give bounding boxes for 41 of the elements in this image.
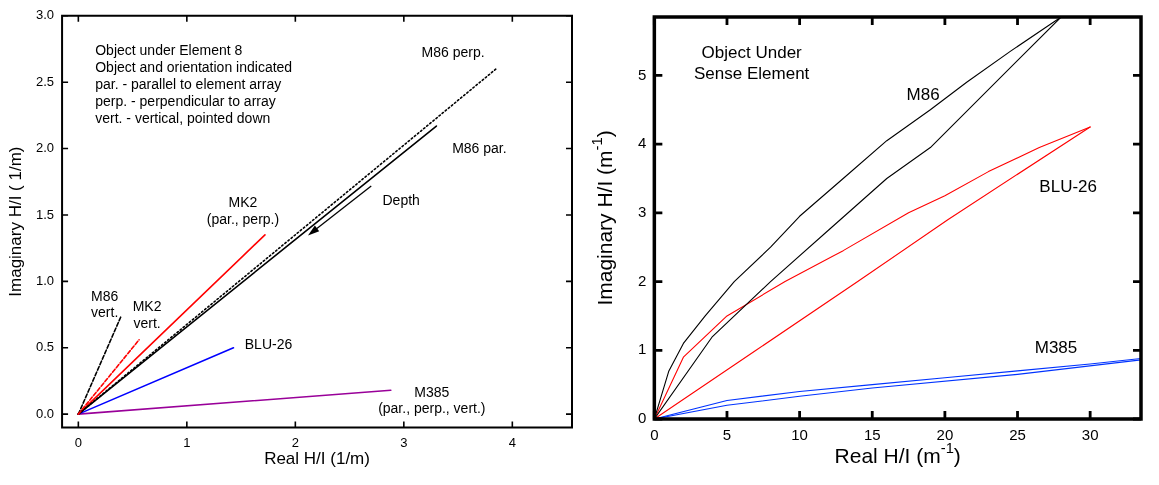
x-tick-label: 20 bbox=[936, 426, 954, 444]
y-tick-label: 2 bbox=[638, 271, 647, 289]
y-tick-label: 0.0 bbox=[35, 405, 55, 421]
y-tick-label: 1.5 bbox=[35, 206, 55, 222]
x-tick-label: 25 bbox=[1009, 426, 1026, 444]
y-tick-label: 3.0 bbox=[35, 7, 55, 23]
y-tick-label: 3 bbox=[638, 202, 647, 220]
x-tick-label: 0 bbox=[74, 434, 82, 450]
x-tick-label: 1 bbox=[183, 434, 191, 450]
x-axis-title: Real H/I (1/m) bbox=[264, 449, 370, 469]
annotation: Object Under Sense Element bbox=[694, 43, 810, 83]
y-tick-label: 0.5 bbox=[35, 339, 55, 355]
x-tick-label: 30 bbox=[1081, 426, 1099, 444]
y-tick-label: 5 bbox=[638, 65, 647, 83]
x-tick-label: 2 bbox=[291, 434, 299, 450]
annotation: Object under Element 8 Object and orientation indicated par. - parallel to element array perp. - perpendicular to array vert. - vertical, pointed down bbox=[95, 42, 293, 126]
series-label: BLU-26 bbox=[1039, 176, 1097, 196]
y-tick-label: 1 bbox=[638, 340, 647, 358]
series-label: M86 par. bbox=[452, 139, 507, 156]
series-label: MK2 (par., perp.) bbox=[206, 194, 280, 228]
y-axis-title: Imaginary H/I ( 1/m) bbox=[5, 146, 25, 297]
y-tick-label: 2.5 bbox=[35, 73, 55, 89]
series-label: M385 (par., perp., vert.) bbox=[378, 383, 486, 417]
x-tick-label: 4 bbox=[508, 434, 516, 450]
y-axis-title: Imaginary H/I (m-1) bbox=[588, 130, 616, 306]
x-tick-label: 0 bbox=[650, 426, 659, 444]
annotation: Depth bbox=[382, 191, 420, 208]
series-label: BLU-26 bbox=[244, 335, 293, 352]
y-tick-label: 0 bbox=[638, 409, 647, 427]
series-label: M86 bbox=[906, 84, 940, 104]
y-tick-label: 2.0 bbox=[35, 140, 55, 156]
x-tick-label: 3 bbox=[400, 434, 408, 450]
series-label: M385 bbox=[1034, 338, 1078, 358]
x-tick-label: 15 bbox=[863, 426, 881, 444]
y-tick-label: 4 bbox=[638, 134, 647, 152]
x-tick-label: 10 bbox=[791, 426, 808, 444]
series-label: M86 perp. bbox=[421, 43, 485, 60]
series-label: M86 vert. bbox=[91, 287, 119, 321]
y-tick-label: 1.0 bbox=[35, 272, 55, 288]
x-tick-label: 5 bbox=[722, 426, 732, 444]
series-label: MK2 vert. bbox=[132, 298, 162, 332]
